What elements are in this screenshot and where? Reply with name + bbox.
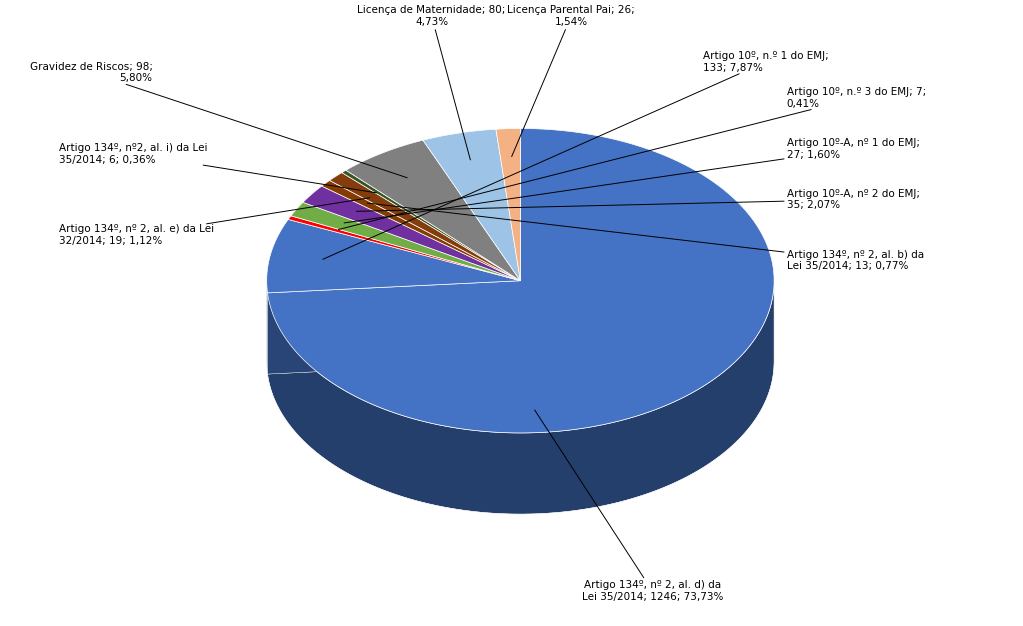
Polygon shape	[288, 216, 521, 280]
Polygon shape	[321, 180, 521, 280]
Polygon shape	[267, 280, 521, 374]
Text: Artigo 10º, n.º 3 do EMJ; 7;
0,41%: Artigo 10º, n.º 3 do EMJ; 7; 0,41%	[339, 87, 926, 230]
Text: Gravidez de Riscos; 98;
5,80%: Gravidez de Riscos; 98; 5,80%	[30, 62, 407, 178]
Polygon shape	[267, 280, 521, 374]
Text: Artigo 134º, nº 2, al. d) da
Lei 35/2014; 1246; 73,73%: Artigo 134º, nº 2, al. d) da Lei 35/2014…	[535, 410, 723, 602]
Polygon shape	[342, 170, 521, 280]
Polygon shape	[496, 128, 521, 280]
Polygon shape	[346, 140, 521, 280]
Text: Licença de Maternidade; 80;
4,73%: Licença de Maternidade; 80; 4,73%	[357, 6, 505, 160]
Polygon shape	[291, 202, 521, 280]
Polygon shape	[329, 173, 521, 280]
Text: Artigo 134º, nº 2, al. b) da
Lei 35/2014; 13; 0,77%: Artigo 134º, nº 2, al. b) da Lei 35/2014…	[367, 203, 924, 271]
Text: Artigo 134º, nº2, al. i) da Lei
35/2014; 6; 0,36%: Artigo 134º, nº2, al. i) da Lei 35/2014;…	[58, 143, 376, 193]
Polygon shape	[267, 220, 521, 293]
Polygon shape	[267, 128, 774, 433]
Text: Artigo 10º-A, nº 2 do EMJ;
35; 2,07%: Artigo 10º-A, nº 2 do EMJ; 35; 2,07%	[356, 188, 920, 212]
Text: Artigo 10º-A, nº 1 do EMJ;
27; 1,60%: Artigo 10º-A, nº 1 do EMJ; 27; 1,60%	[344, 138, 920, 223]
Text: Artigo 134º, nº 2, al. e) da Lei
32/2014; 19; 1,12%: Artigo 134º, nº 2, al. e) da Lei 32/2014…	[58, 198, 369, 246]
Polygon shape	[422, 129, 521, 280]
Polygon shape	[303, 186, 521, 280]
Text: Licença Parental Pai; 26;
1,54%: Licença Parental Pai; 26; 1,54%	[507, 6, 635, 156]
Polygon shape	[267, 282, 774, 514]
Text: Artigo 10º, n.º 1 do EMJ;
133; 7,87%: Artigo 10º, n.º 1 do EMJ; 133; 7,87%	[323, 51, 829, 259]
